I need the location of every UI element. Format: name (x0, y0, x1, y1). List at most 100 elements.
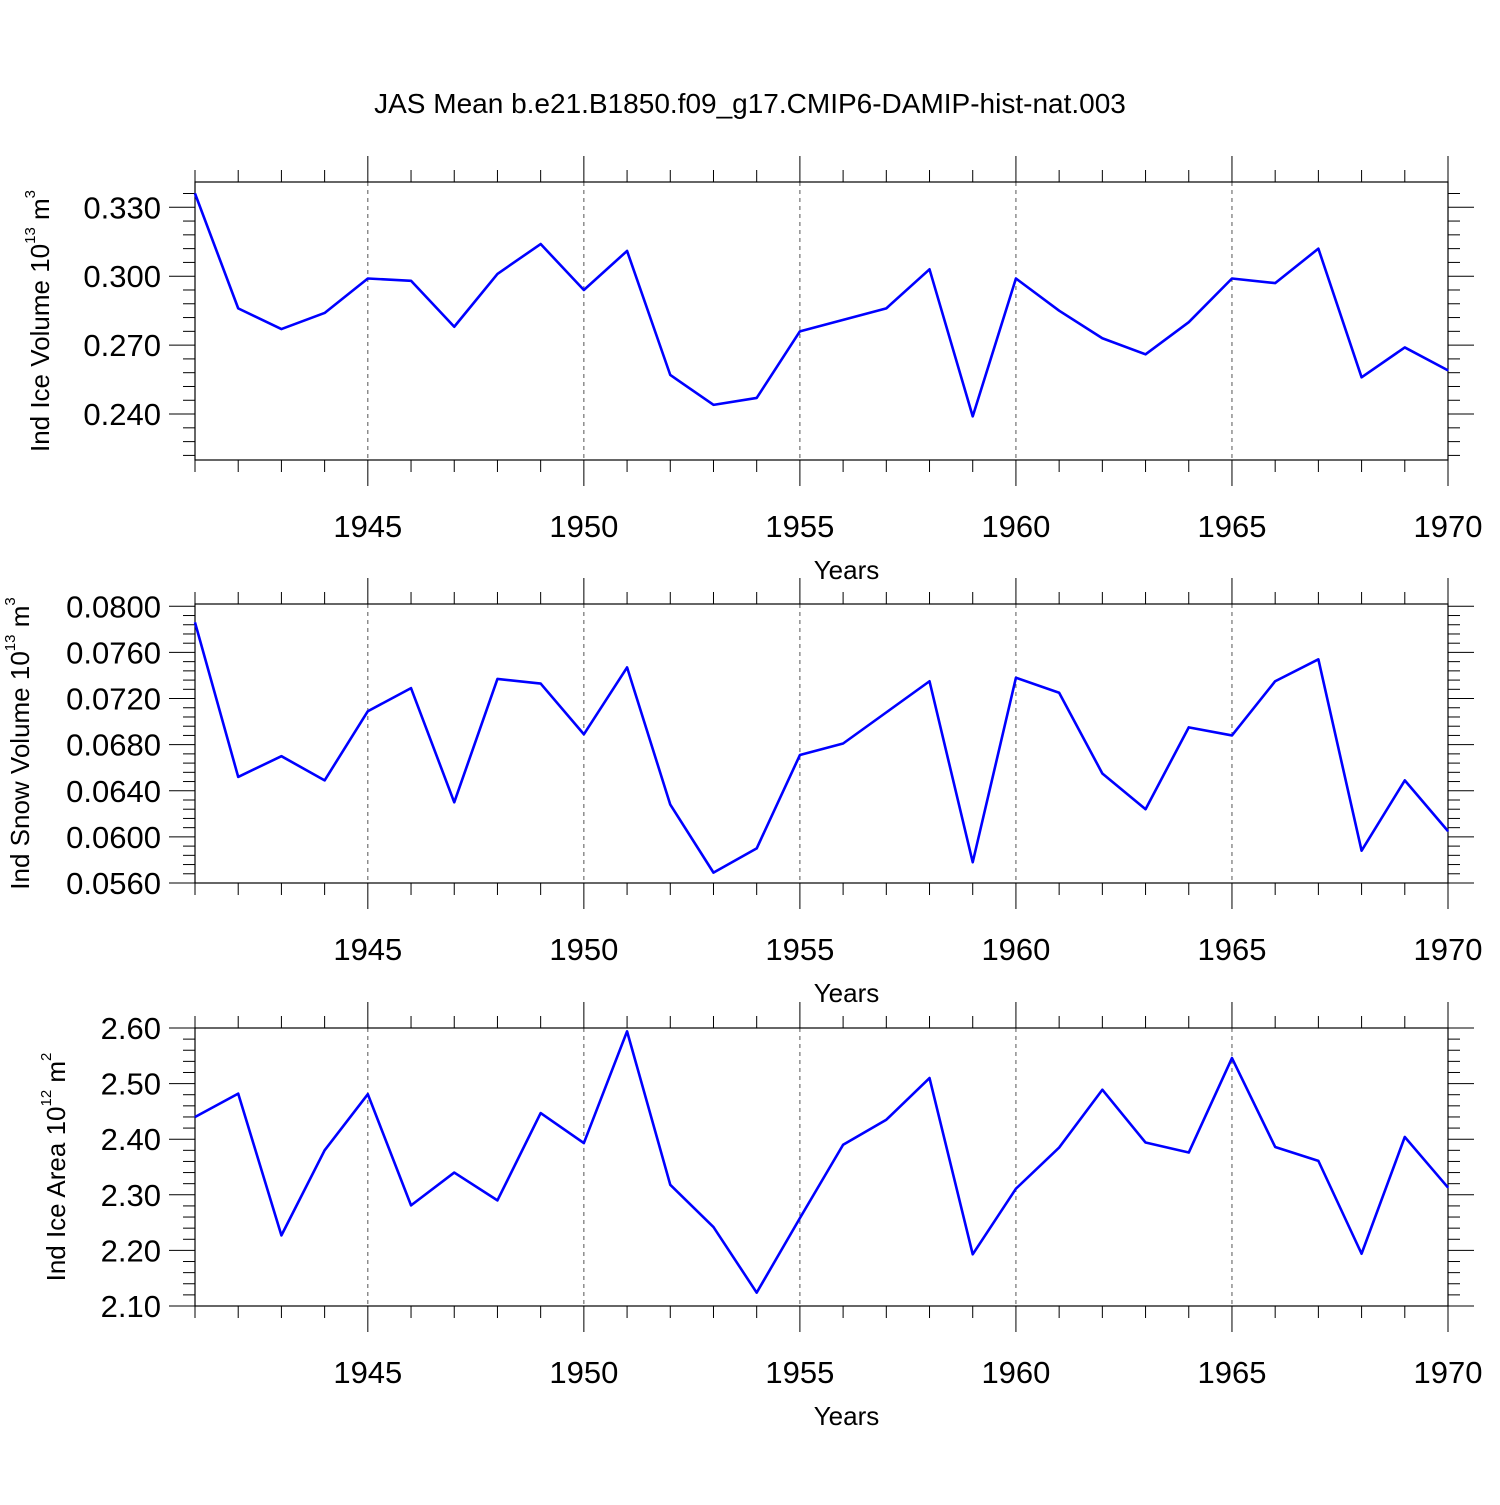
data-point (972, 861, 974, 863)
y-tick-label: 0.0560 (66, 866, 161, 901)
x-tick-label: 1960 (981, 932, 1050, 967)
data-point (583, 733, 585, 735)
y-axis-label-part: m (25, 198, 55, 227)
data-point (367, 710, 369, 712)
y-tick-label: 2.30 (101, 1178, 161, 1213)
x-axis-label: Years (814, 1401, 880, 1431)
data-point (756, 1292, 758, 1294)
data-point (885, 307, 887, 309)
data-point (410, 1204, 412, 1206)
data-point (928, 268, 931, 270)
data-point (1188, 726, 1190, 728)
y-axis-label-part: m (41, 1061, 71, 1090)
plot-frame (194, 181, 1449, 461)
data-point (1144, 353, 1147, 355)
plot-frame (194, 1027, 1449, 1307)
data-point (669, 374, 671, 376)
data-point (583, 289, 585, 291)
data-point (1015, 1188, 1017, 1190)
data-point (1360, 1253, 1363, 1255)
y-tick-label: 0.330 (83, 190, 161, 225)
data-point (712, 1226, 715, 1228)
data-point (885, 711, 887, 713)
data-point (1015, 677, 1017, 679)
y-tick-label: 0.0600 (66, 820, 161, 855)
data-point (842, 319, 844, 321)
data-point (583, 1142, 585, 1144)
data-point (1015, 277, 1017, 280)
data-point (1447, 830, 1449, 832)
data-point (669, 804, 671, 806)
y-tick-label: 0.0680 (66, 728, 161, 763)
x-tick-label: 1955 (765, 509, 834, 544)
data-point (712, 404, 715, 406)
data-point (496, 678, 499, 680)
x-tick-label: 1965 (1197, 509, 1266, 544)
data-point (1188, 321, 1190, 323)
data-point (367, 1093, 369, 1095)
x-tick-label: 1950 (549, 1355, 618, 1390)
data-point (842, 1144, 844, 1146)
y-tick-label: 0.0720 (66, 682, 161, 717)
x-tick-label: 1970 (1414, 932, 1483, 967)
data-point (237, 307, 239, 309)
data-point (842, 742, 844, 745)
y-tick-label: 0.300 (83, 259, 161, 294)
data-point (1317, 1160, 1319, 1162)
series-line (193, 622, 1449, 874)
y-axis-label-superscript: 13 (2, 635, 19, 652)
data-point (1101, 1089, 1103, 1091)
x-tick-label: 1970 (1414, 1355, 1483, 1390)
series-line (194, 1030, 1449, 1294)
y-tick-label: 0.240 (83, 397, 161, 432)
x-tick-label: 1945 (333, 509, 402, 544)
x-tick-label: 1955 (765, 932, 834, 967)
data-point (1360, 850, 1363, 852)
data-point (669, 1184, 671, 1186)
data-point (324, 312, 326, 314)
data-point (453, 801, 455, 803)
data-point (799, 330, 801, 332)
data-point (410, 687, 412, 689)
data-point (1144, 1141, 1147, 1144)
data-point (1274, 680, 1276, 682)
data-point (194, 1116, 196, 1118)
data-point (626, 666, 628, 669)
y-axis-label-superscript: 12 (38, 1090, 55, 1107)
data-point (410, 280, 412, 282)
data-point (1404, 346, 1406, 349)
data-point (626, 250, 628, 252)
y-tick-label: 0.0800 (66, 589, 161, 624)
x-tick-label: 1960 (981, 509, 1050, 544)
data-point (1101, 772, 1103, 775)
data-point (799, 754, 801, 756)
y-axis-label-part: Ind Snow Volume 10 (5, 651, 35, 890)
x-axis-label: Years (814, 555, 880, 585)
series-line (193, 193, 1449, 418)
data-point (324, 779, 326, 781)
data-point (453, 326, 455, 328)
data-point (540, 243, 542, 245)
x-tick-label: 1960 (981, 1355, 1050, 1390)
data-point (540, 682, 542, 685)
panel-1: 0.240 0.270 0.300 0.330 1945 1950 1955 1960 1965… (22, 156, 1482, 585)
data-point (1317, 658, 1319, 660)
figure-title: JAS Mean b.e21.B1850.f09_g17.CMIP6-DAMIP… (374, 88, 1126, 119)
data-point (1188, 1151, 1190, 1154)
data-point (756, 397, 758, 399)
y-axis-label-superscript: 2 (38, 1053, 55, 1061)
data-point (1058, 1146, 1060, 1149)
data-point (496, 1199, 499, 1201)
x-tick-label: 1965 (1197, 932, 1266, 967)
x-tick-label: 1945 (333, 932, 402, 967)
y-tick-label: 2.20 (101, 1233, 161, 1268)
y-axis-label-part: Ind Ice Area 10 (41, 1107, 71, 1282)
data-point (1317, 248, 1319, 250)
data-point (799, 1217, 801, 1219)
panel-2: 0.0560 0.0600 0.0640 0.0680 0.0720 0.0760 0.08… (2, 578, 1483, 1008)
y-axis-label: Ind Ice Area 1012 m2 (38, 1053, 71, 1282)
data-point (1274, 282, 1276, 284)
data-point (1447, 369, 1449, 371)
